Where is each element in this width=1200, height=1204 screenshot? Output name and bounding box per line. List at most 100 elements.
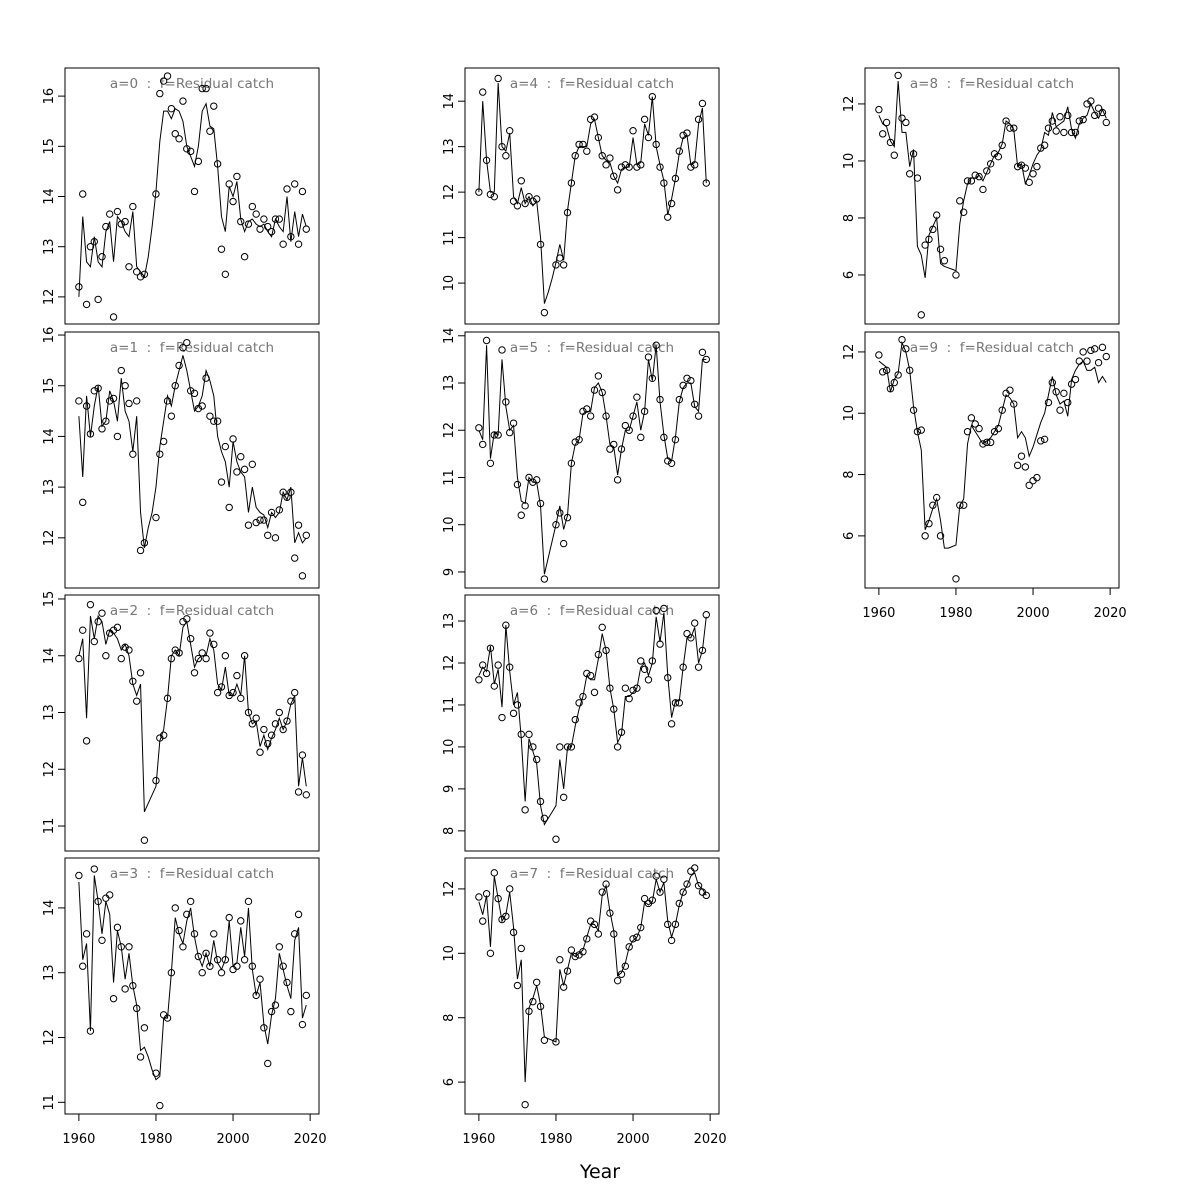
data-point <box>521 1100 529 1109</box>
data-point <box>252 210 260 218</box>
data-point <box>494 74 502 83</box>
data-point <box>252 518 260 527</box>
data-point <box>140 836 149 844</box>
data-point <box>1079 348 1087 356</box>
data-point <box>275 943 284 951</box>
data-point <box>113 432 122 441</box>
data-point <box>552 521 560 529</box>
data-point <box>479 88 487 96</box>
data-point <box>594 133 603 142</box>
panel-title: a=2 : f=Residual catch <box>110 603 274 619</box>
data-point <box>633 684 641 692</box>
data-point <box>86 430 95 438</box>
fitted-line <box>78 614 307 813</box>
data-point <box>206 629 214 637</box>
y-tick-label: 13 <box>42 964 57 981</box>
data-point <box>1079 115 1087 124</box>
data-point <box>525 192 533 201</box>
data-point <box>302 991 310 1000</box>
fitted-line <box>78 875 307 1081</box>
data-point <box>917 426 925 434</box>
data-point <box>625 694 633 703</box>
data-point <box>136 669 145 677</box>
data-point <box>233 671 241 680</box>
y-tick-label: 8 <box>842 214 857 222</box>
data-point <box>125 399 133 408</box>
data-point <box>125 646 133 654</box>
data-point <box>517 177 525 185</box>
data-point <box>683 374 691 382</box>
y-tick-label: 13 <box>42 704 57 721</box>
data-point <box>117 654 125 663</box>
data-point <box>517 511 525 519</box>
data-point <box>975 172 983 181</box>
data-point <box>621 421 630 430</box>
data-point <box>240 465 249 474</box>
panel-frame <box>464 857 720 1115</box>
data-point <box>125 943 133 951</box>
panel-frame <box>864 67 1120 325</box>
data-point <box>113 623 122 632</box>
data-point <box>967 414 976 422</box>
y-tick-label: 11 <box>442 469 457 486</box>
data-point <box>186 897 195 906</box>
x-axis-label: Year <box>579 1161 620 1183</box>
y-tick-label: 16 <box>42 327 57 344</box>
data-point <box>513 981 522 990</box>
data-point <box>475 893 483 901</box>
data-point <box>264 531 272 539</box>
data-point <box>509 709 518 718</box>
data-point <box>256 225 264 233</box>
data-point <box>225 503 233 512</box>
fitted-line <box>878 81 1107 278</box>
data-point <box>598 623 606 632</box>
data-point <box>586 115 595 124</box>
fitted-line <box>78 355 307 549</box>
panel-title: a=9 : f=Residual catch <box>910 340 1074 356</box>
y-tick-label: 12 <box>42 289 57 306</box>
data-point <box>171 904 179 912</box>
data-point <box>656 888 664 896</box>
y-tick-label: 6 <box>442 1078 457 1086</box>
data-point <box>479 917 487 925</box>
data-point <box>583 147 591 155</box>
data-point <box>691 619 699 627</box>
y-tick-label: 12 <box>42 761 57 778</box>
data-point <box>956 197 964 205</box>
data-point <box>198 969 206 977</box>
data-point <box>621 684 630 692</box>
data-point <box>486 459 495 468</box>
y-tick-label: 12 <box>42 530 57 547</box>
panel-title: a=3 : f=Residual catch <box>110 866 274 882</box>
x-tick-label: 2000 <box>617 1132 650 1147</box>
data-point <box>1040 435 1049 444</box>
data-point <box>559 261 568 269</box>
data-point <box>640 115 649 124</box>
data-point <box>210 417 218 425</box>
data-point <box>244 521 253 529</box>
data-point <box>959 501 968 509</box>
panel-frame <box>464 331 720 589</box>
data-point <box>186 147 195 156</box>
data-point <box>1087 346 1095 355</box>
data-point <box>513 480 522 489</box>
data-point <box>890 151 898 159</box>
data-point <box>210 930 218 938</box>
data-point <box>1056 406 1064 414</box>
panel-title: a=8 : f=Residual catch <box>910 76 1074 92</box>
data-point <box>79 962 87 970</box>
y-tick-label: 12 <box>42 1029 57 1046</box>
y-tick-label: 12 <box>842 344 857 361</box>
data-point <box>648 374 657 382</box>
data-point <box>671 699 680 707</box>
data-point <box>921 532 929 540</box>
data-point <box>556 509 564 517</box>
y-tick-label: 10 <box>442 275 457 292</box>
data-point <box>221 652 230 660</box>
data-point <box>936 532 945 540</box>
data-point <box>617 970 626 978</box>
data-point <box>298 187 307 196</box>
data-point <box>217 478 226 486</box>
data-point <box>79 498 87 507</box>
